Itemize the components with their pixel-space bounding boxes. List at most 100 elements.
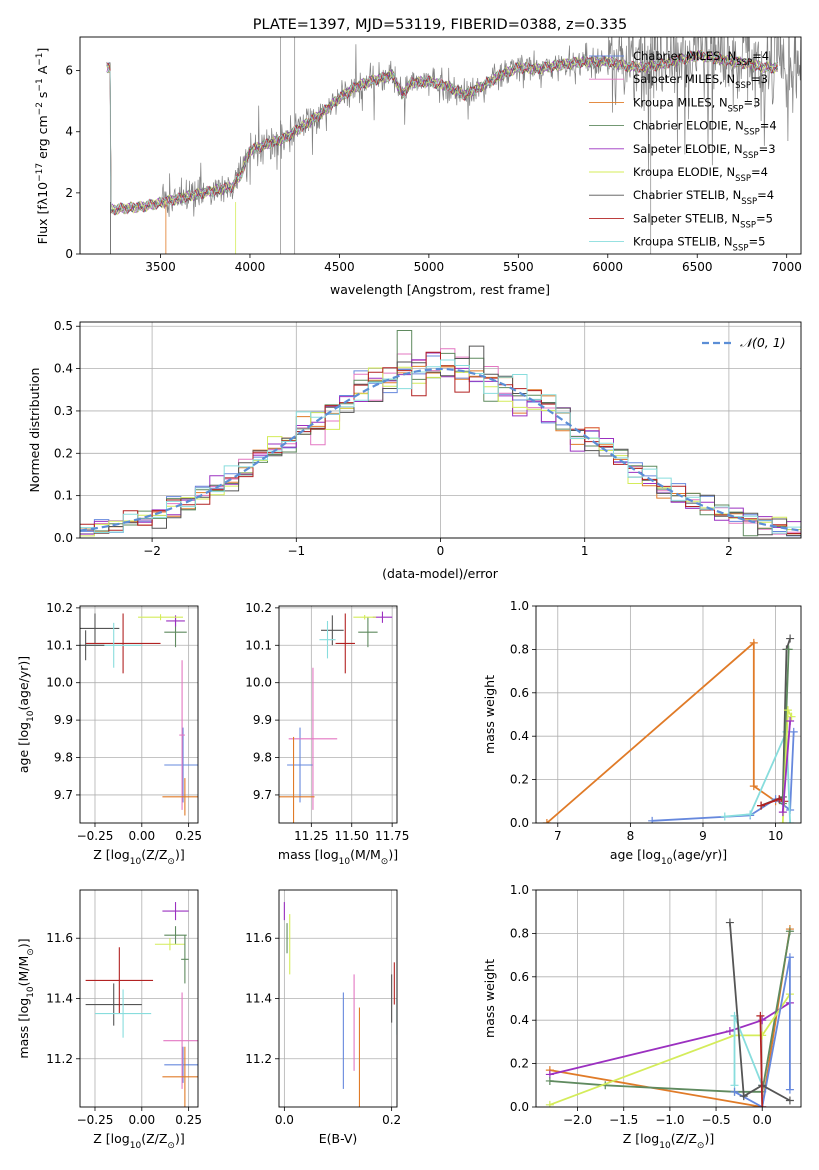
age_vs_mass-point-salpeter_stelib: [335, 613, 355, 674]
legend-label-suffix: =4: [760, 119, 777, 133]
spectrum-ylabel-part: 10: [35, 182, 50, 198]
legend-normal-label: 𝒩(0, 1): [740, 335, 786, 350]
age_vs_Z-point-kroupa_elodie: [138, 614, 184, 621]
mass_vs_Z-point-chabrier_elodie: [164, 926, 187, 945]
age_vs_Z-point-chabrier_stelib: [80, 613, 120, 644]
mass_vs_Z-xlabel-part: ⊙: [167, 1141, 175, 1151]
age_vs_mass-xlabel-part: mass [log: [278, 847, 339, 862]
spectrum-model-salpeter_elodie: [106, 49, 779, 215]
mw_vs_Z-xlabel-part: 10: [659, 1141, 671, 1151]
y-tick-label: 0.1: [54, 489, 73, 503]
mw_vs_Z-series-salpeter_stelib: [759, 1015, 764, 1107]
x-tick-label: 5500: [503, 260, 534, 274]
mw_vs_age-series-salpeter_elodie: [781, 720, 791, 813]
mw_vs_age-xlabel-part: age [log: [610, 847, 661, 862]
age_vs_Z-ylabel-part: age [log: [16, 722, 31, 773]
mw_vs_Z-ylabel: mass weight: [482, 959, 497, 1038]
y-tick-label: 9.7: [54, 788, 73, 802]
mw_vs_age-marker: [749, 782, 758, 791]
x-tick-label: 9: [699, 829, 707, 843]
x-tick-label: 8: [627, 829, 635, 843]
legend-label-salpeter_miles: Salpeter MILES, NSSP=3: [633, 72, 768, 91]
mw_vs_age-marker: [542, 819, 551, 823]
spectrum-ylabel-part: Flux [f: [35, 205, 50, 245]
x-tick-label: 11.50: [335, 829, 369, 843]
legend-label-chabrier_stelib: Chabrier STELIB, NSSP=4: [633, 188, 774, 207]
y-tick-label: 11.4: [46, 992, 73, 1006]
y-tick-label: 0.0: [510, 816, 529, 830]
legend-label-text: Chabrier STELIB, N: [633, 188, 741, 202]
y-tick-label: 0.8: [510, 642, 529, 656]
mw_vs_age-marker: [757, 801, 766, 810]
mw_vs_age-marker: [787, 712, 796, 721]
y-tick-label: 11.6: [46, 931, 73, 945]
x-tick-label: 6500: [682, 260, 713, 274]
y-tick-label: 0.0: [510, 1100, 529, 1114]
age_vs_Z-frame: [79, 605, 199, 824]
y-tick-label: 10.1: [245, 638, 272, 652]
mass_vs_Z-ylabel-part: 10: [26, 986, 36, 998]
age_vs_Z-ylabel-part: 10: [26, 710, 36, 722]
legend-label-suffix: =4: [752, 49, 769, 63]
y-tick-label: 10.1: [46, 638, 73, 652]
y-tick-label: 1.0: [510, 883, 529, 897]
legend-label-sub: SSP: [743, 151, 759, 161]
legend-label-suffix: =3: [751, 72, 768, 86]
mass_vs_Z-point-kroupa_stelib: [94, 989, 152, 1038]
mw_vs_Z-xlabel-part: Z [log: [623, 1131, 659, 1146]
legend-label-text: Chabrier MILES, N: [633, 49, 736, 63]
mass_vs_Z-ylabel-part: )]: [16, 938, 31, 948]
y-tick-label: 6: [65, 64, 73, 78]
residuals-xlabel: (data-model)/error: [382, 566, 499, 581]
legend-label-text: Kroupa MILES, N: [633, 95, 728, 109]
age_vs_mass-xlabel: mass [log10(M/M⊙)]: [278, 847, 398, 867]
mass_vs_ebv-plot: [283, 902, 397, 1107]
x-tick-label: 0.2: [382, 1113, 401, 1127]
mass_vs_ebv-axes: 0.0 0.2 11.2 11.4 11.6 E(B-V): [245, 889, 401, 1146]
x-tick-label: 5000: [414, 260, 445, 274]
mw_vs_Z-marker: [739, 1092, 748, 1101]
x-tick-label: −1: [287, 544, 305, 558]
y-tick-label: 11.2: [245, 1052, 272, 1066]
y-tick-label: 10.0: [245, 676, 272, 690]
legend-label-salpeter_stelib: Salpeter STELIB, NSSP=5: [633, 211, 773, 230]
residual-hist-kroupa_stelib: [80, 359, 801, 534]
y-tick-label: 10.0: [46, 676, 73, 690]
y-tick-label: 0.5: [54, 319, 73, 333]
y-tick-label: 0.0: [54, 531, 73, 545]
age_vs_Z-xlabel-part: ⊙: [167, 857, 175, 867]
mw_vs_age-marker: [775, 795, 784, 804]
mw_vs_age-marker: [786, 819, 795, 823]
y-tick-label: 0.6: [510, 686, 529, 700]
mw_vs_Z-series-kroupa_elodie: [549, 993, 791, 1106]
mw_vs_age-xlabel: age [log10(age/yr)]: [610, 847, 727, 867]
x-tick-label: 0.00: [128, 1113, 155, 1127]
spectrum-ylabel-part: −1: [35, 78, 45, 91]
mw_vs_Z-xlabel-part: (Z/Z: [671, 1131, 697, 1146]
age_vs_mass-point-kroupa_stelib: [319, 620, 336, 659]
legend-label-sub: SSP: [733, 244, 749, 254]
age_vs_Z-point-salpeter_miles: [179, 660, 185, 810]
y-tick-label: 0.2: [510, 1057, 529, 1071]
y-tick-label: 0.2: [510, 773, 529, 787]
age_vs_mass-frame: [278, 605, 398, 824]
mw_vs_Z-marker: [785, 953, 794, 962]
legend-label-chabrier_elodie: Chabrier ELODIE, NSSP=4: [633, 119, 777, 138]
legend-label-sub: SSP: [741, 197, 757, 207]
mw_vs_age-marker: [746, 810, 755, 819]
spectrum-ylabel-part: erg cm: [35, 115, 50, 163]
legend-label-text: Salpeter MILES, N: [633, 72, 735, 86]
mass_vs_Z-ylabel-part: (M/M: [16, 956, 31, 987]
mw_vs_age-marker: [648, 816, 657, 823]
y-tick-label: 11.2: [46, 1052, 73, 1066]
mw_vs_age-series-chabrier_elodie: [781, 649, 790, 804]
mw_vs_Z-marker: [730, 1087, 739, 1096]
mw_vs_Z-marker: [756, 1011, 765, 1020]
mass_vs_Z-ylabel-part: ⊙: [26, 948, 36, 956]
mw_vs_Z-marker: [758, 1016, 767, 1025]
age_vs_mass-axes: 11.25 11.50 11.75 9.7 9.8 9.9 10.0 10.1 10.2 mass…: [245, 601, 409, 867]
spectrum-ylabel-part: −2: [35, 102, 45, 115]
mass_vs_Z-point-kroupa_elodie: [154, 938, 185, 951]
